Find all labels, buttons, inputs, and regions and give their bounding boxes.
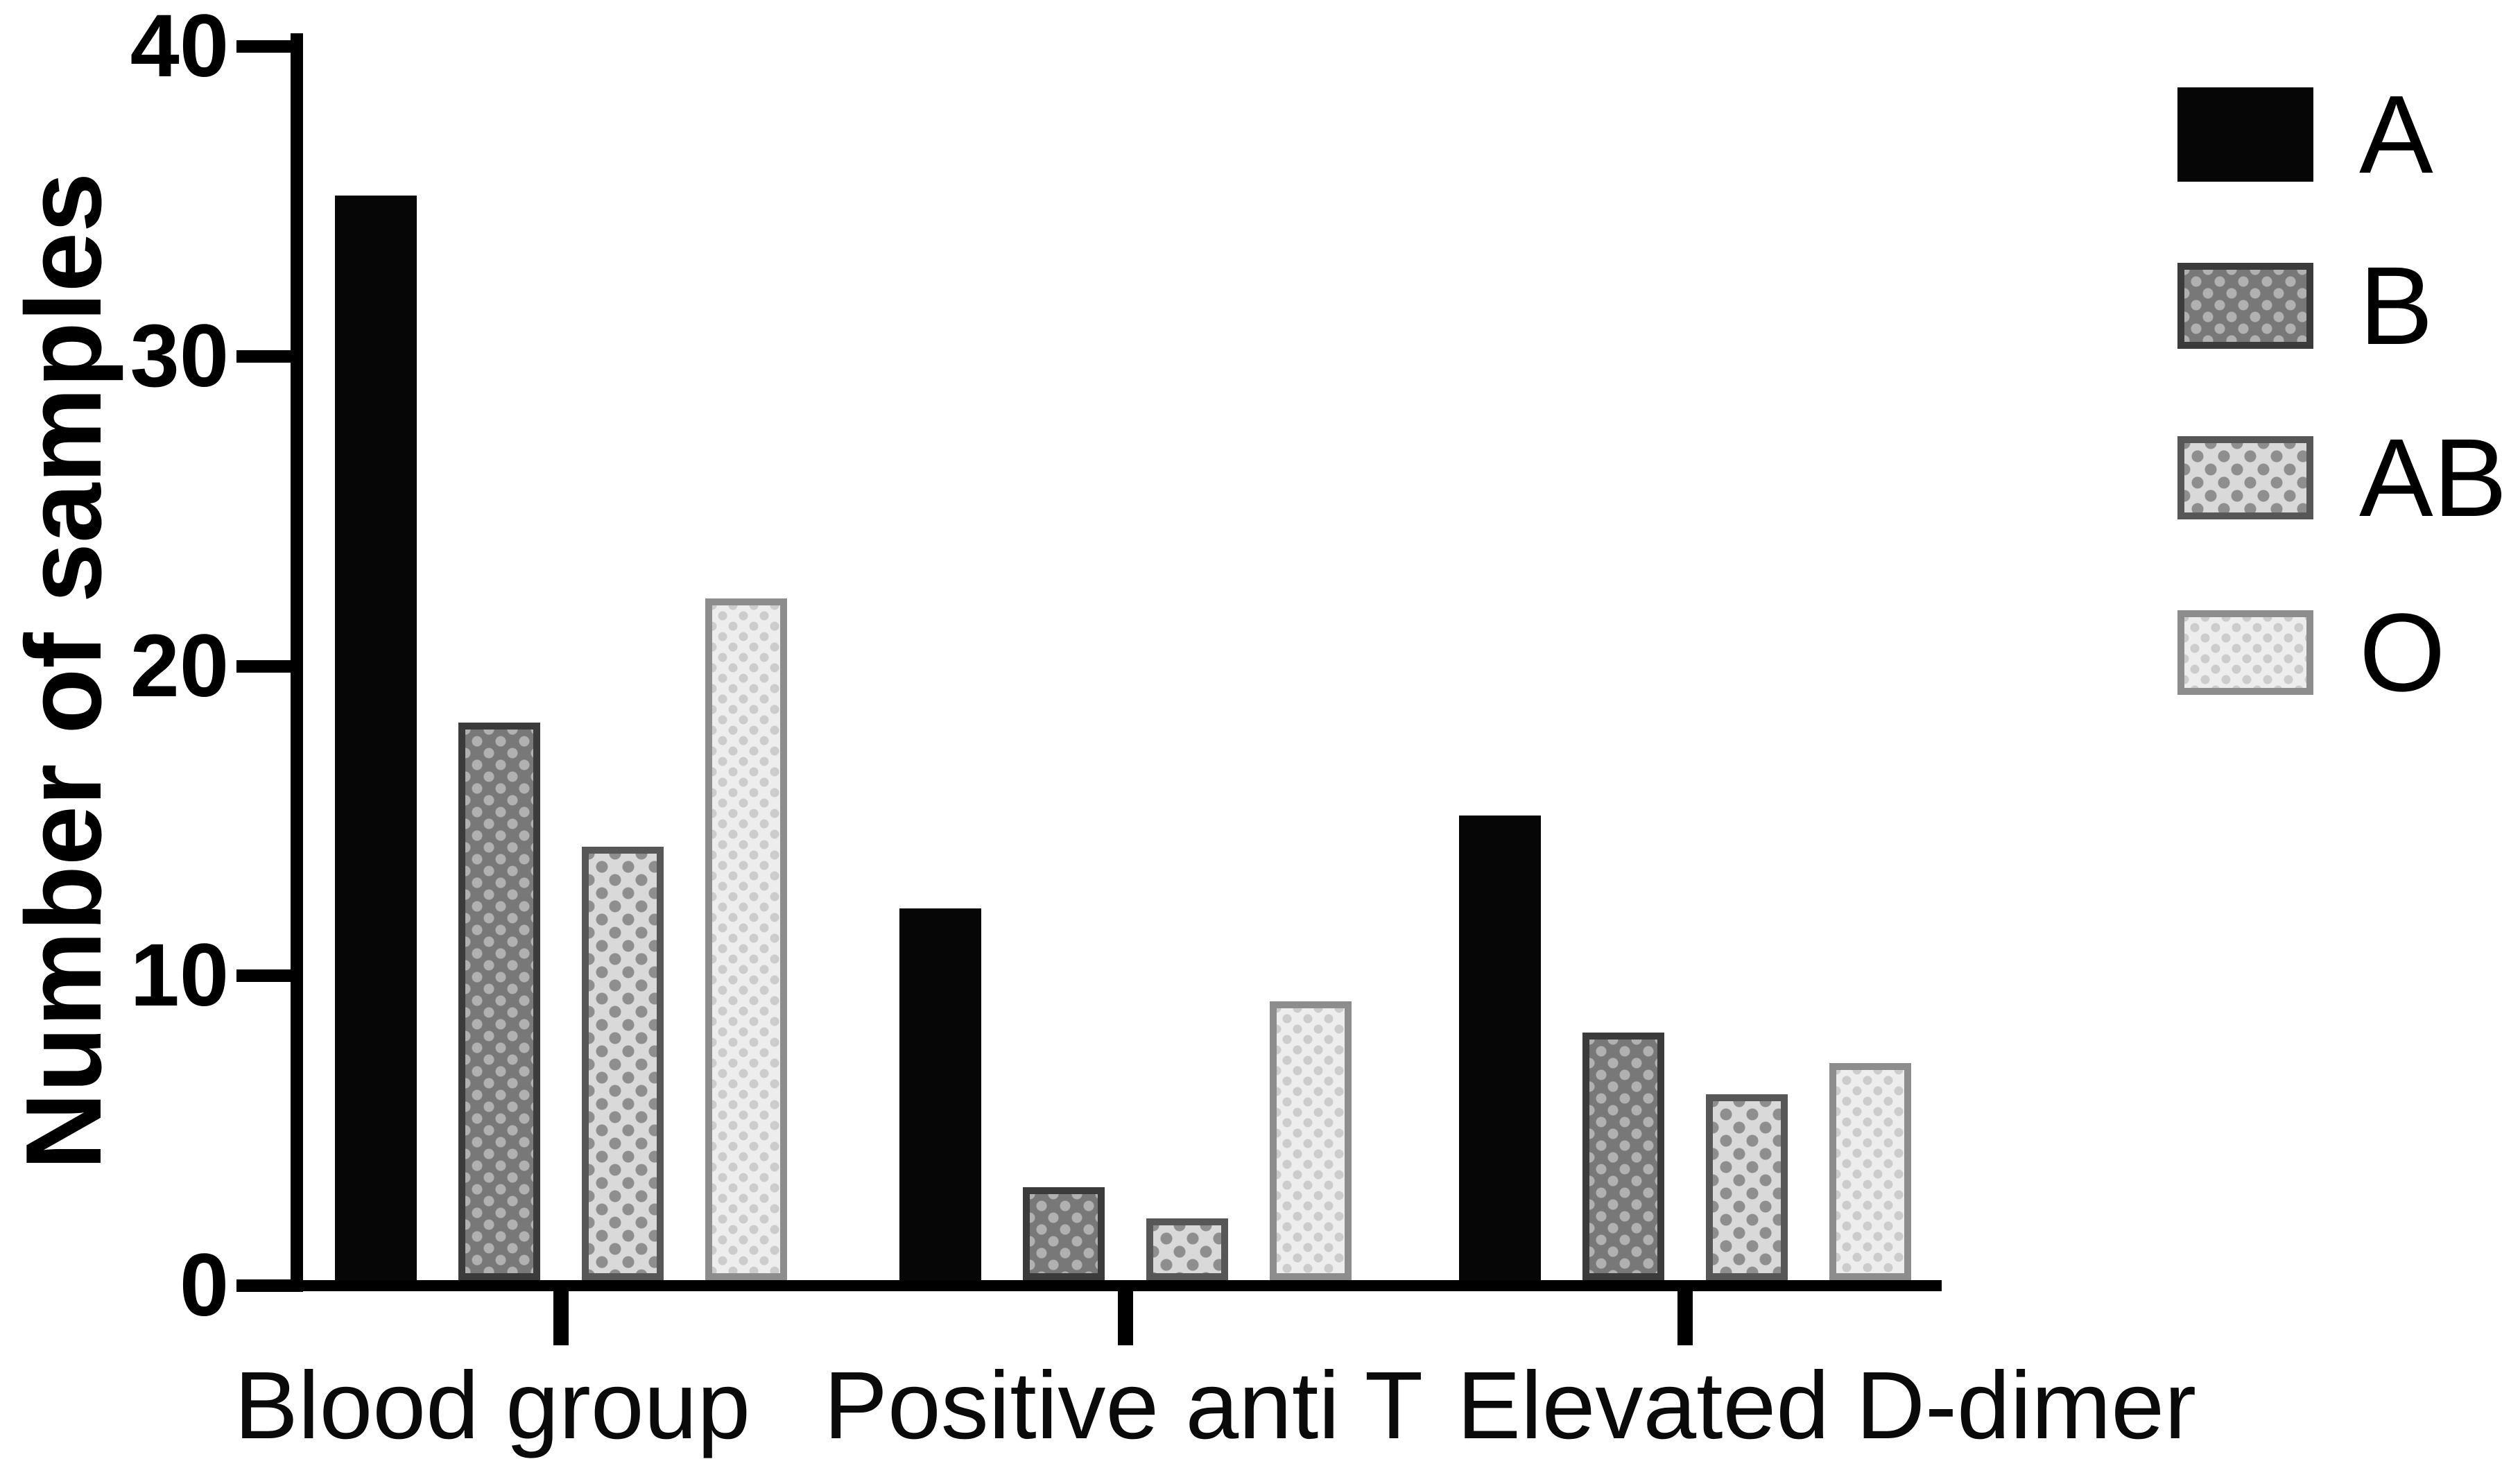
legend-swatch-a bbox=[2177, 87, 2313, 182]
y-tick bbox=[236, 350, 303, 363]
bar-a-1 bbox=[335, 196, 417, 1280]
bar-b-2 bbox=[1023, 1187, 1105, 1280]
y-tick bbox=[236, 659, 303, 673]
legend-swatch-b bbox=[2177, 263, 2313, 349]
y-tick bbox=[236, 1279, 303, 1292]
y-tick-label: 40 bbox=[130, 0, 229, 96]
bar-a-2 bbox=[899, 908, 981, 1280]
x-category-label: Positive anti T bbox=[823, 1352, 1424, 1459]
bar-o-1 bbox=[705, 598, 787, 1280]
bar-o-2 bbox=[1270, 1001, 1352, 1280]
legend-label-o: O bbox=[2359, 590, 2446, 714]
bar-ab-3 bbox=[1706, 1094, 1788, 1280]
y-tick-label: 0 bbox=[179, 1236, 229, 1335]
legend-label-ab: AB bbox=[2359, 415, 2502, 540]
bar-b-1 bbox=[458, 723, 540, 1280]
x-category-label: Blood group bbox=[234, 1352, 751, 1459]
bar-ab-2 bbox=[1146, 1218, 1228, 1280]
bar-b-3 bbox=[1582, 1033, 1664, 1280]
x-tick bbox=[1118, 1291, 1133, 1345]
y-tick bbox=[236, 40, 303, 53]
x-axis-line bbox=[291, 1280, 1942, 1291]
x-category-label: Elevated D-dimer bbox=[1456, 1352, 2197, 1459]
legend-label-b: B bbox=[2359, 243, 2433, 368]
y-tick-label: 30 bbox=[130, 306, 229, 406]
bar-ab-1 bbox=[582, 847, 664, 1280]
y-axis-line bbox=[291, 33, 303, 1291]
x-tick bbox=[553, 1291, 569, 1345]
legend-swatch-ab bbox=[2177, 436, 2313, 519]
y-tick bbox=[236, 969, 303, 983]
bar-o-3 bbox=[1829, 1063, 1911, 1280]
x-tick bbox=[1677, 1291, 1693, 1345]
y-tick-label: 10 bbox=[130, 926, 229, 1026]
legend-label-a: A bbox=[2359, 72, 2433, 196]
bar-a-3 bbox=[1459, 816, 1541, 1280]
legend-swatch-o bbox=[2177, 610, 2313, 695]
y-tick-label: 20 bbox=[130, 616, 229, 716]
